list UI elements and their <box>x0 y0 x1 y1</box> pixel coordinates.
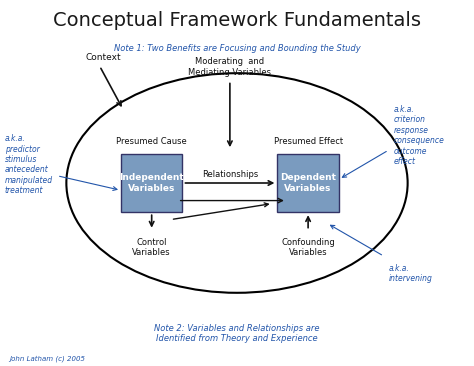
Text: a.k.a.
predictor
stimulus
antecedent
manipulated
treatment: a.k.a. predictor stimulus antecedent man… <box>5 134 53 195</box>
Text: Relationships: Relationships <box>202 170 258 179</box>
FancyBboxPatch shape <box>277 154 339 212</box>
Text: Presumed Cause: Presumed Cause <box>116 137 187 146</box>
Text: Note 1: Two Benefits are Focusing and Bounding the Study: Note 1: Two Benefits are Focusing and Bo… <box>114 44 360 53</box>
Text: Independent
Variables: Independent Variables <box>119 173 184 193</box>
Text: Confounding
Variables: Confounding Variables <box>281 238 335 257</box>
Text: a.k.a.
criterion
response
consequence
outcome
effect: a.k.a. criterion response consequence ou… <box>393 105 444 166</box>
Text: John Latham (c) 2005: John Latham (c) 2005 <box>9 356 85 362</box>
Text: Note 2: Variables and Relationships are
Identified from Theory and Experience: Note 2: Variables and Relationships are … <box>154 324 320 343</box>
FancyBboxPatch shape <box>121 154 182 212</box>
Text: Context: Context <box>85 53 121 62</box>
Text: Moderating  and
Mediating Variables: Moderating and Mediating Variables <box>188 57 272 77</box>
Text: Control
Variables: Control Variables <box>132 238 171 257</box>
Text: Dependent
Variables: Dependent Variables <box>280 173 336 193</box>
Text: a.k.a.
intervening: a.k.a. intervening <box>389 264 433 283</box>
Text: Presumed Effect: Presumed Effect <box>273 137 343 146</box>
Text: Conceptual Framework Fundamentals: Conceptual Framework Fundamentals <box>53 11 421 30</box>
